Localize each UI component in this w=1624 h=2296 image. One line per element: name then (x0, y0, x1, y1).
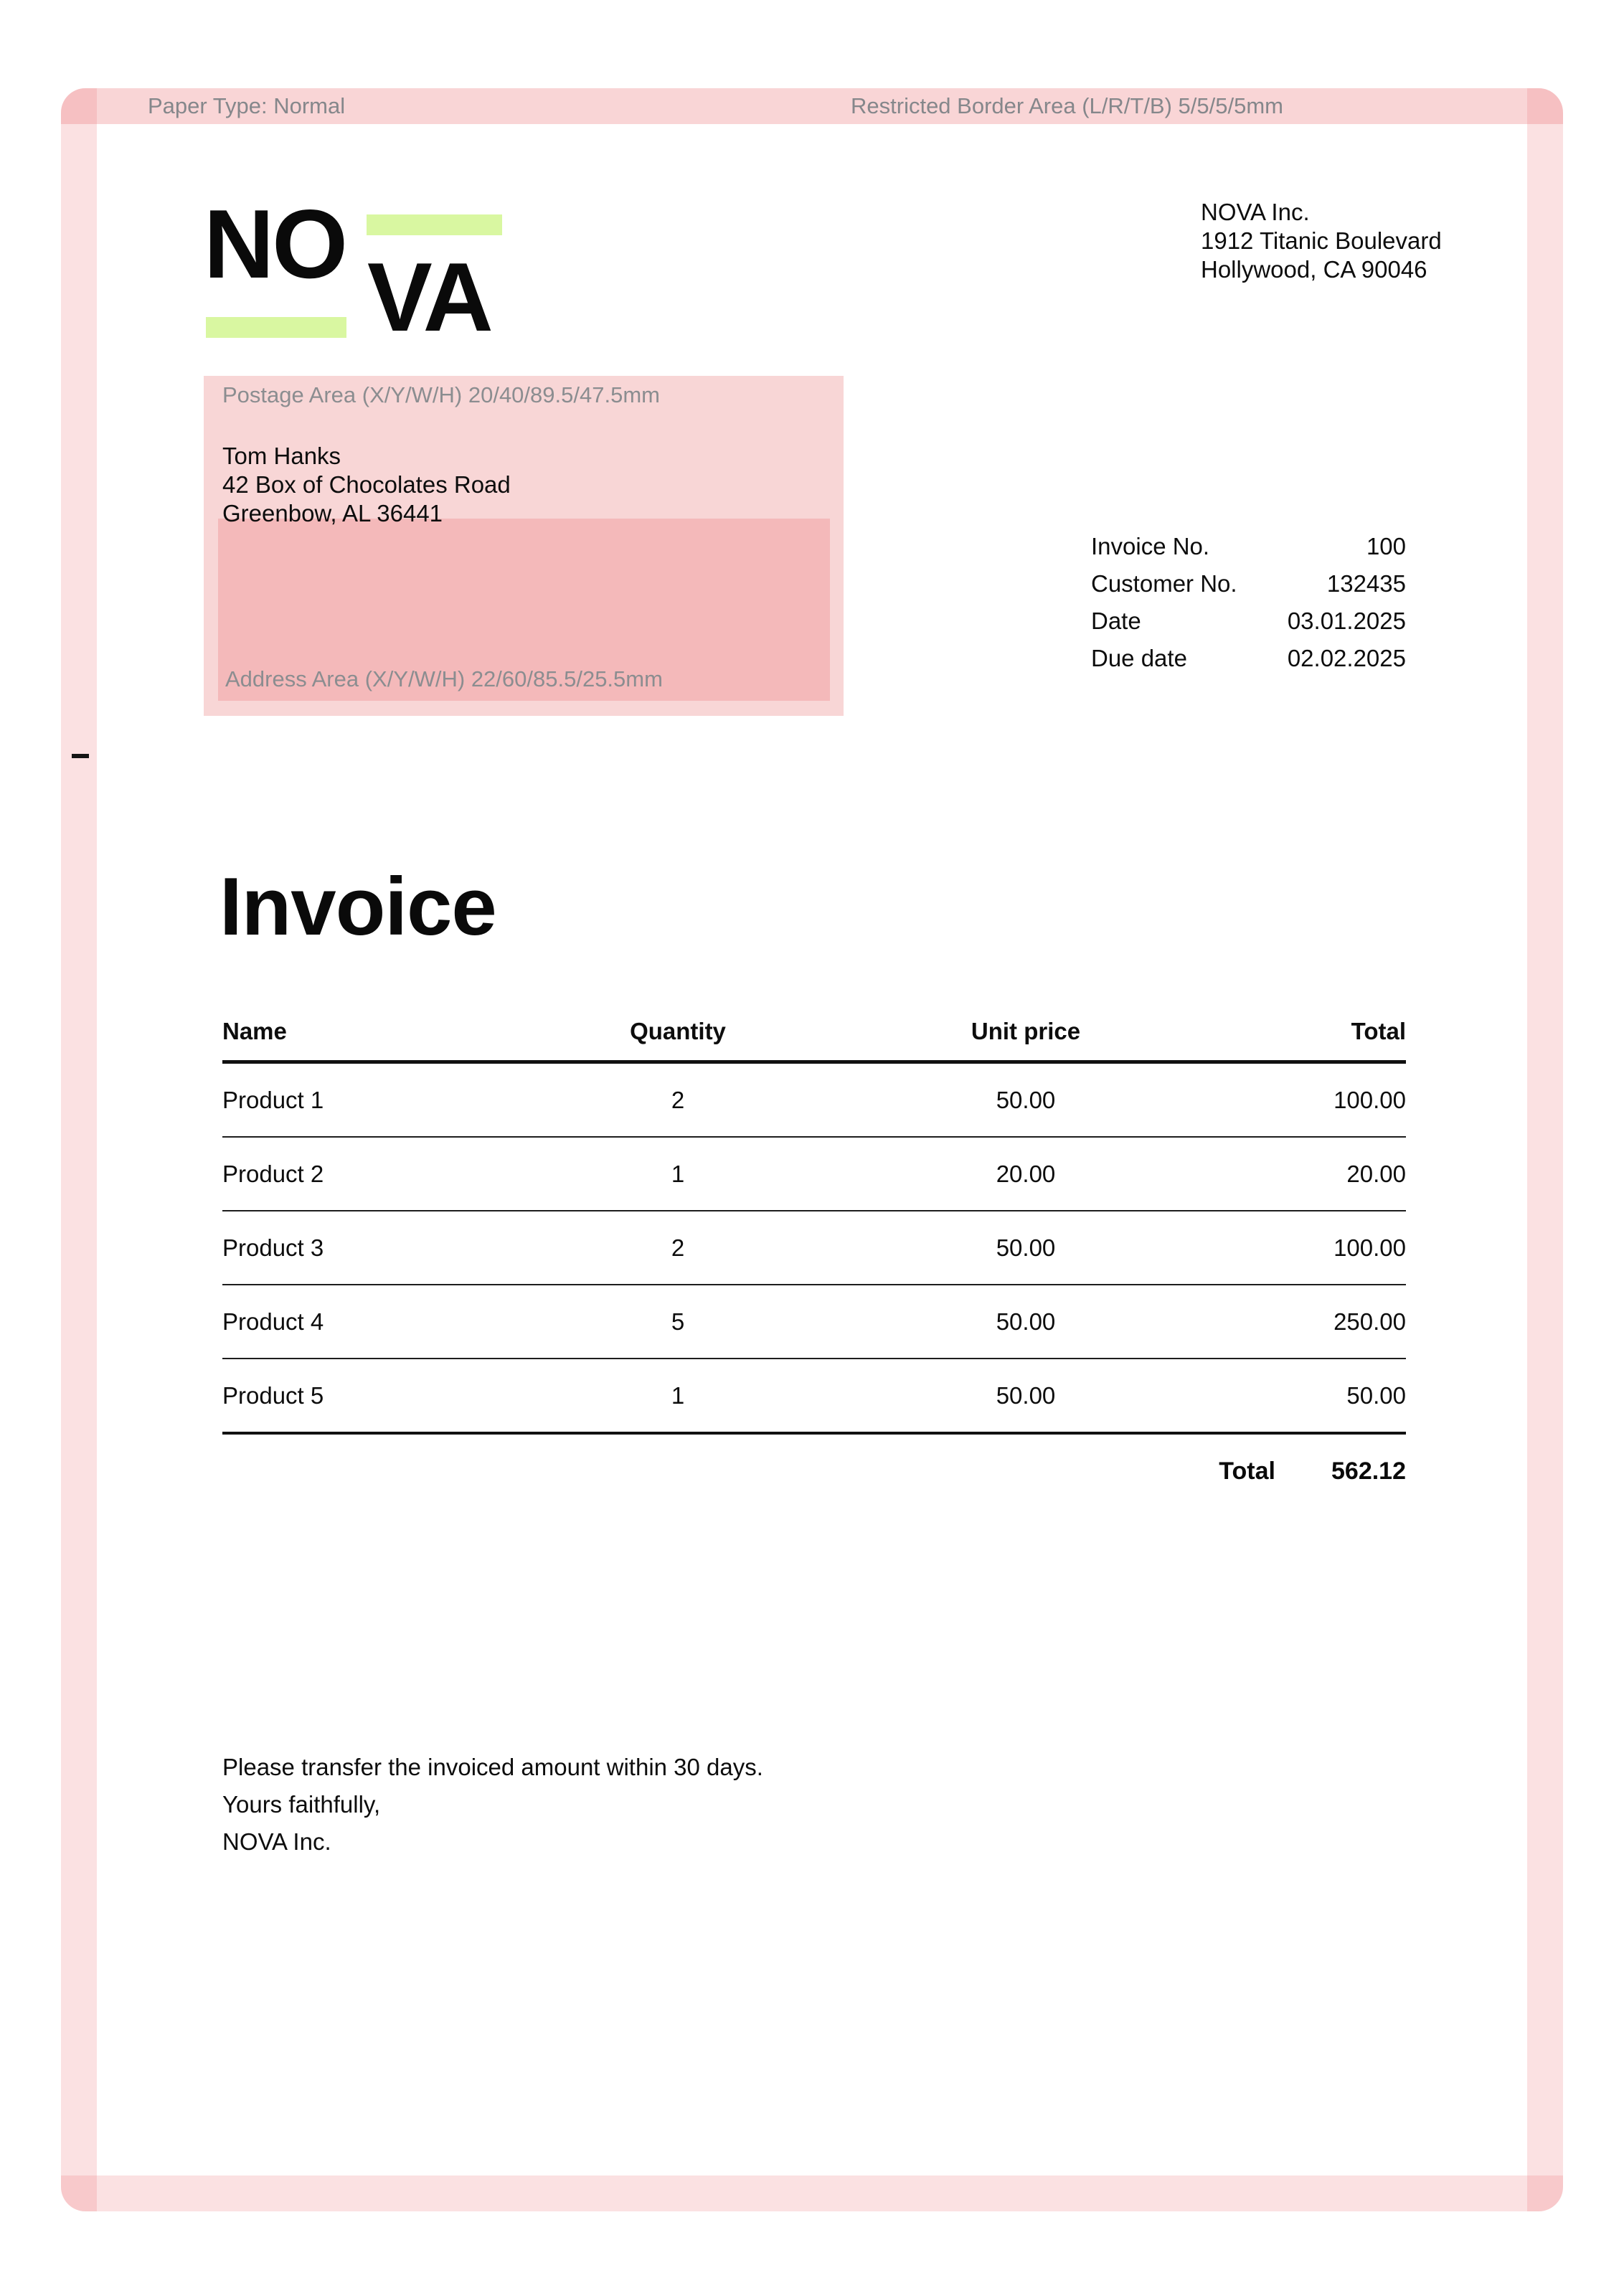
fold-mark (72, 754, 89, 758)
cell-total: 100.00 (1219, 1211, 1406, 1285)
meta-label: Invoice No. (1091, 533, 1210, 559)
page-title: Invoice (219, 861, 497, 953)
recipient-line: Tom Hanks (222, 443, 341, 469)
table-row: Product 3 2 50.00 100.00 (222, 1211, 1406, 1285)
cell-quantity: 2 (524, 1062, 832, 1138)
cell-total: 50.00 (1219, 1359, 1406, 1435)
cell-unit-price: 50.00 (832, 1359, 1219, 1435)
closing-note-line: Yours faithfully, (222, 1791, 381, 1818)
cell-name: Product 4 (222, 1285, 524, 1359)
table-row: Product 2 1 20.00 20.00 (222, 1137, 1406, 1211)
postage-area-label: Postage Area (X/Y/W/H) 20/40/89.5/47.5mm (222, 382, 660, 407)
sender-line: Hollywood, CA 90046 (1201, 256, 1427, 283)
restricted-border-bottom (61, 2175, 1563, 2211)
paper-type-label: Paper Type: Normal (148, 93, 346, 118)
closing-note-line: Please transfer the invoiced amount with… (222, 1754, 763, 1780)
meta-row: Date 03.01.2025 (1091, 603, 1406, 640)
address-area-overlay: Address Area (X/Y/W/H) 22/60/85.5/25.5mm (218, 519, 830, 701)
sender-line: 1912 Titanic Boulevard (1201, 227, 1442, 254)
table-header-row: Name Quantity Unit price Total (222, 1003, 1406, 1064)
cell-unit-price: 50.00 (832, 1062, 1219, 1138)
closing-note: Please transfer the invoiced amount with… (222, 1749, 763, 1861)
grand-total-value: 562.12 (1331, 1458, 1406, 1485)
cell-name: Product 1 (222, 1062, 524, 1138)
meta-row: Due date 02.02.2025 (1091, 640, 1406, 677)
cell-name: Product 2 (222, 1137, 524, 1211)
logo-text-va: VA (367, 242, 494, 351)
sender-address: NOVA Inc. 1912 Titanic Boulevard Hollywo… (1201, 198, 1442, 284)
header-cell-total: Total (1219, 1003, 1406, 1064)
table-row: Product 4 5 50.00 250.00 (222, 1285, 1406, 1359)
meta-value: 132435 (1326, 570, 1406, 597)
cell-quantity: 5 (524, 1285, 832, 1359)
meta-label: Date (1091, 608, 1141, 634)
recipient-line: 42 Box of Chocolates Road (222, 471, 511, 498)
closing-note-line: NOVA Inc. (222, 1828, 331, 1855)
logo-text-no: NO (204, 189, 348, 298)
cell-quantity: 1 (524, 1359, 832, 1435)
sender-line: NOVA Inc. (1201, 199, 1310, 225)
restricted-border-top (61, 88, 1563, 124)
table-row: Product 1 2 50.00 100.00 (222, 1062, 1406, 1138)
table-row: Product 5 1 50.00 50.00 (222, 1359, 1406, 1435)
grand-total-row: Total 562.12 (222, 1458, 1406, 1485)
logo-accent-bar-top (367, 214, 502, 235)
address-area-label: Address Area (X/Y/W/H) 22/60/85.5/25.5mm (225, 666, 663, 691)
recipient-address: Tom Hanks 42 Box of Chocolates Road Gree… (222, 442, 511, 528)
header-cell-quantity: Quantity (524, 1003, 832, 1064)
cell-total: 250.00 (1219, 1285, 1406, 1359)
header-cell-name: Name (222, 1003, 524, 1064)
meta-value: 02.02.2025 (1287, 645, 1406, 671)
cell-unit-price: 20.00 (832, 1137, 1219, 1211)
meta-row: Customer No. 132435 (1091, 565, 1406, 603)
restricted-border-label: Restricted Border Area (L/R/T/B) 5/5/5/5… (851, 93, 1283, 118)
restricted-border-left (61, 88, 97, 2211)
restricted-border-right (1527, 88, 1563, 2211)
meta-row: Invoice No. 100 (1091, 528, 1406, 565)
recipient-line: Greenbow, AL 36441 (222, 500, 443, 526)
cell-quantity: 1 (524, 1137, 832, 1211)
cell-unit-price: 50.00 (832, 1285, 1219, 1359)
items-table: Name Quantity Unit price Total Product 1… (222, 1003, 1406, 1435)
cell-unit-price: 50.00 (832, 1211, 1219, 1285)
cell-name: Product 3 (222, 1211, 524, 1285)
cell-total: 20.00 (1219, 1137, 1406, 1211)
header-cell-unit-price: Unit price (832, 1003, 1219, 1064)
meta-value: 03.01.2025 (1287, 608, 1406, 634)
meta-label: Customer No. (1091, 570, 1237, 597)
cell-total: 100.00 (1219, 1062, 1406, 1138)
meta-value: 100 (1366, 533, 1406, 559)
invoice-meta: Invoice No. 100 Customer No. 132435 Date… (1091, 528, 1406, 677)
cell-name: Product 5 (222, 1359, 524, 1435)
logo-accent-bar-bottom (206, 317, 346, 338)
grand-total-label: Total (1219, 1458, 1275, 1485)
cell-quantity: 2 (524, 1211, 832, 1285)
meta-label: Due date (1091, 645, 1187, 671)
